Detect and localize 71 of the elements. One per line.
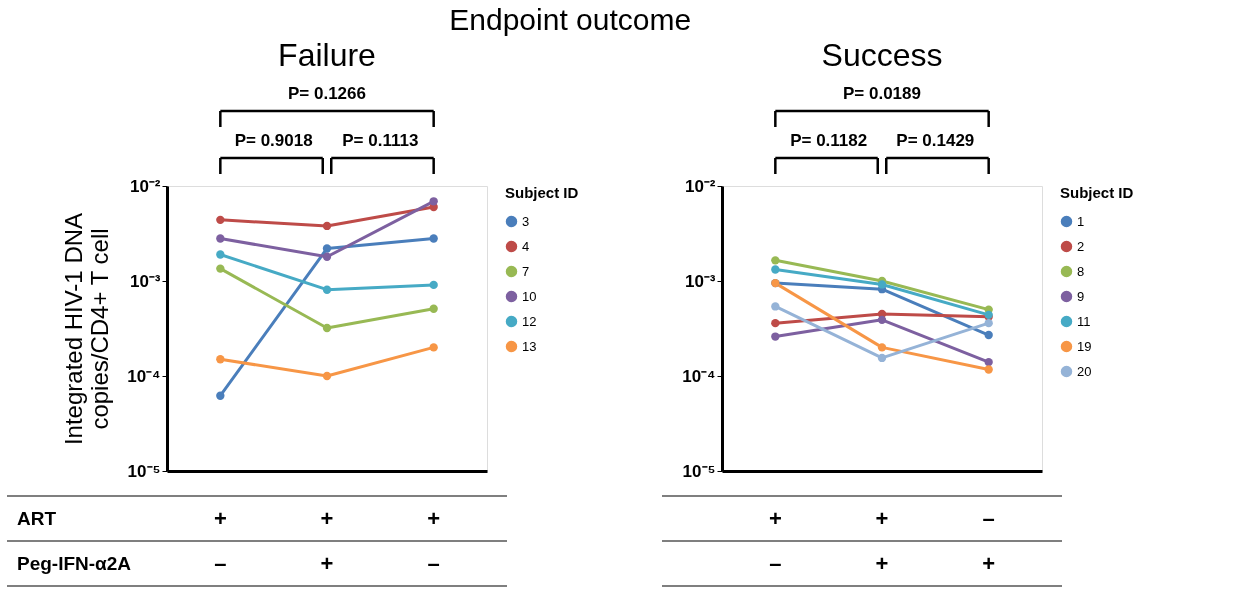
- legend-label: 11: [1077, 313, 1091, 329]
- point: [877, 353, 887, 363]
- legend-title: Subject ID: [505, 184, 579, 201]
- point: [984, 357, 993, 367]
- point: [216, 234, 225, 243]
- legend-label: 4: [522, 238, 530, 254]
- legend-label: 20: [1077, 363, 1092, 379]
- legend-label: 2: [1077, 238, 1085, 254]
- y-tick-label: 10⁻²: [129, 176, 161, 196]
- point: [216, 250, 225, 259]
- point: [429, 197, 438, 206]
- point: [429, 234, 438, 243]
- text: P= 0.1266: [288, 84, 366, 103]
- point: [984, 365, 993, 374]
- text: ART: [17, 508, 57, 529]
- point: [877, 315, 887, 325]
- x-tick-label: + –: [427, 506, 441, 576]
- text: P= 0.1182: [790, 131, 868, 150]
- point: [771, 302, 780, 311]
- point: [984, 318, 993, 328]
- legend-label: 12: [522, 313, 537, 329]
- point: [429, 280, 438, 290]
- y-tick-label: 10⁻³: [684, 271, 716, 291]
- y-tick-label: 10⁻⁴: [682, 366, 716, 386]
- y-tick-label: 10⁻⁵: [127, 461, 161, 481]
- point: [216, 391, 225, 400]
- point: [771, 265, 780, 274]
- point: [771, 332, 780, 341]
- point: [322, 323, 332, 333]
- legend-label: 19: [1077, 338, 1092, 354]
- point: [771, 318, 780, 328]
- point: [322, 244, 332, 253]
- x-tick-label: + –: [768, 506, 782, 576]
- x-tick-label: + –: [213, 506, 227, 576]
- y-tick-label: 10⁻⁵: [682, 461, 716, 481]
- legend-label: 10: [522, 288, 537, 304]
- point: [216, 215, 225, 225]
- text: P= 0.9018: [234, 131, 313, 150]
- text: P= 0.0189: [843, 84, 921, 103]
- text: P= 0.1429: [896, 131, 975, 150]
- legend-label: 1: [1077, 213, 1085, 229]
- point: [877, 343, 887, 352]
- y-tick-label: 10⁻⁴: [127, 366, 161, 386]
- legend-label: 9: [1077, 288, 1085, 304]
- point: [429, 304, 438, 313]
- x-tick-label: + +: [320, 506, 334, 576]
- x-tick-label: – +: [982, 506, 996, 576]
- chart-title: Success: [821, 37, 943, 73]
- point: [216, 264, 225, 273]
- y-tick-label: 10⁻³: [129, 271, 161, 291]
- legend-label: 13: [522, 338, 537, 354]
- legend-label: 8: [1077, 263, 1085, 279]
- y-axis-title: Integrated HIV-1 DNA copies/CD4+ T cell: [60, 212, 114, 446]
- legend-title: Subject ID: [1060, 184, 1134, 201]
- text: Peg-IFN-α2A: [17, 553, 132, 574]
- text: P= 0.1113: [342, 131, 419, 150]
- y-tick-label: 10⁻²: [684, 176, 716, 196]
- point: [771, 256, 780, 265]
- point: [322, 221, 332, 231]
- legend-label: 3: [522, 213, 530, 229]
- x-tick-label: + +: [875, 506, 889, 576]
- point: [429, 343, 438, 352]
- point: [322, 371, 332, 381]
- point: [984, 330, 993, 340]
- point: [322, 252, 332, 261]
- point: [216, 355, 225, 364]
- chart-title: Failure: [278, 37, 376, 73]
- point: [877, 280, 887, 289]
- point: [322, 285, 332, 294]
- legend-label: 7: [522, 263, 530, 279]
- text: Endpoint outcome: [449, 2, 692, 36]
